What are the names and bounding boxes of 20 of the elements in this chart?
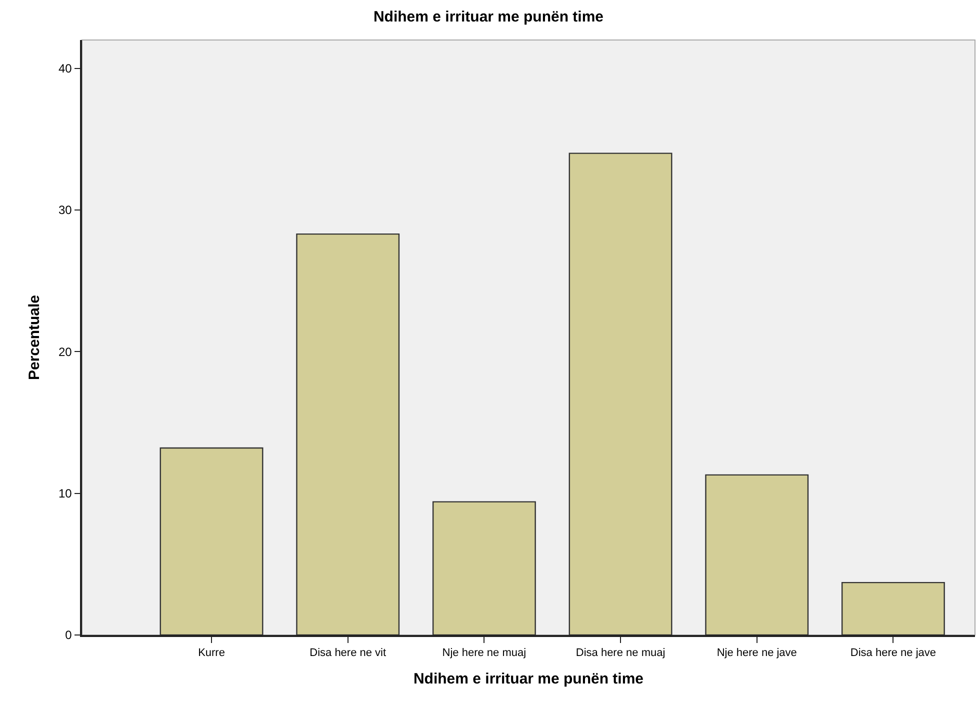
bar bbox=[568, 152, 672, 635]
bar bbox=[705, 474, 809, 635]
y-axis-title: Percentuale bbox=[26, 294, 44, 380]
y-tick-label: 40 bbox=[58, 62, 72, 76]
bar bbox=[296, 233, 400, 635]
x-tick-label: Disa here ne muaj bbox=[576, 646, 666, 659]
y-tick-label: 10 bbox=[58, 486, 72, 501]
y-tick-label: 0 bbox=[65, 628, 72, 642]
x-tick-label: Kurre bbox=[198, 646, 225, 659]
y-tick-label: 30 bbox=[58, 203, 72, 218]
y-tick-label: 20 bbox=[58, 344, 72, 359]
bar bbox=[160, 447, 264, 635]
bar bbox=[841, 582, 945, 635]
x-tick-label: Nje here ne muaj bbox=[442, 646, 526, 659]
chart-title: Ndihem e irrituar me punën time bbox=[373, 8, 604, 26]
x-tick-label: Nje here ne jave bbox=[716, 646, 797, 659]
x-tick-label: Disa here ne jave bbox=[850, 646, 936, 659]
bar bbox=[432, 501, 536, 635]
x-tick-label: Disa here ne vit bbox=[310, 646, 386, 659]
x-axis-title: Ndihem e irrituar me punën time bbox=[413, 670, 644, 688]
